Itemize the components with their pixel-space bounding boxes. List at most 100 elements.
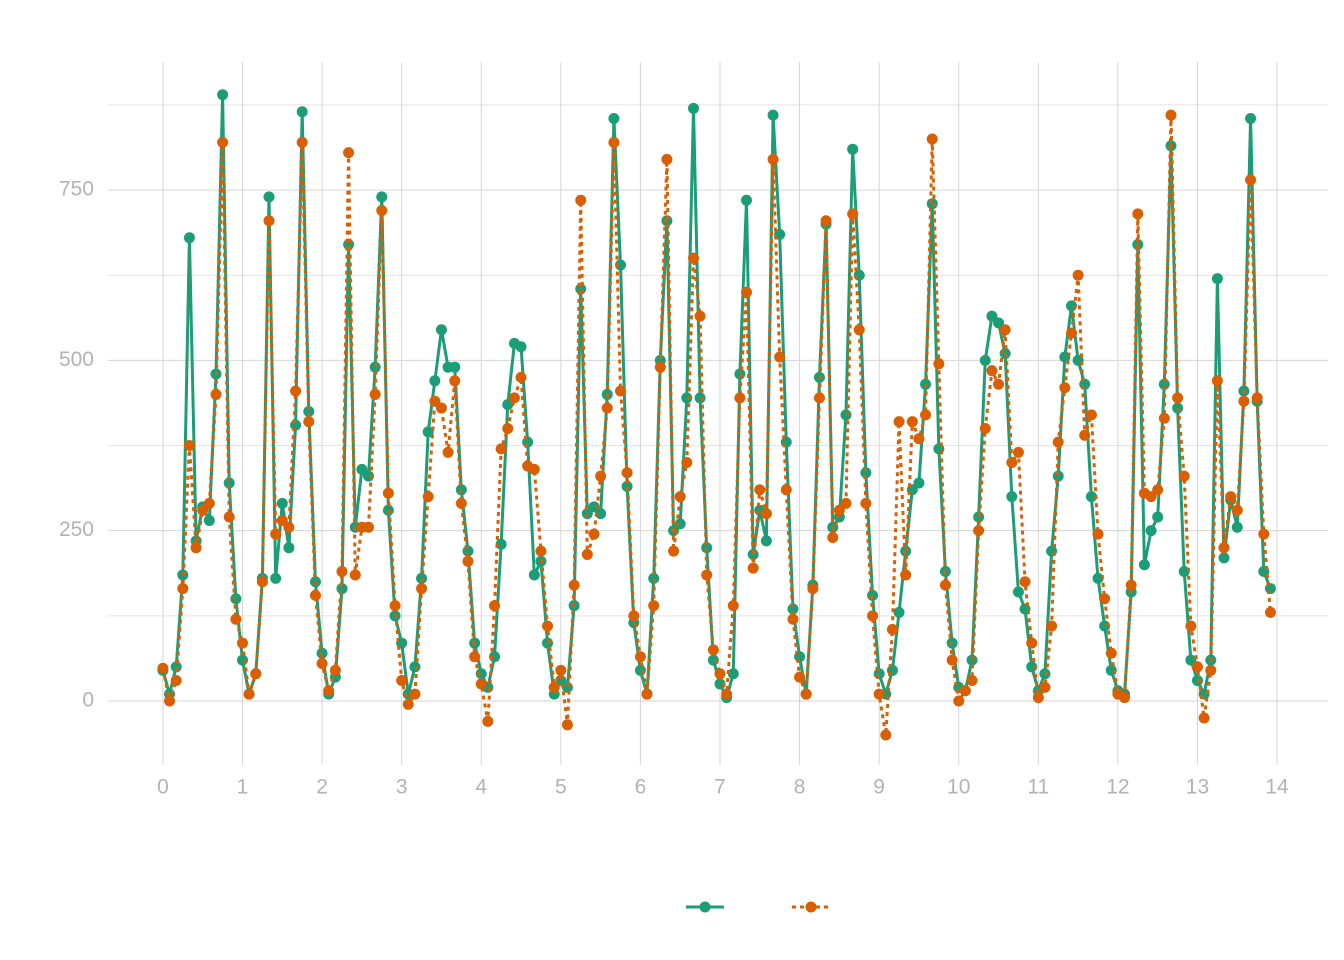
x-tick-label: 3 bbox=[396, 776, 408, 799]
point bbox=[489, 600, 501, 612]
legend-marker bbox=[805, 901, 817, 913]
point bbox=[1198, 712, 1210, 724]
point bbox=[1099, 593, 1111, 605]
point bbox=[303, 405, 315, 417]
point bbox=[270, 528, 282, 540]
x-tick-label: 10 bbox=[947, 776, 970, 799]
x-tick-label: 5 bbox=[555, 776, 567, 799]
point bbox=[183, 232, 195, 244]
point bbox=[1145, 491, 1157, 503]
point bbox=[588, 528, 600, 540]
point bbox=[1105, 647, 1117, 659]
point bbox=[349, 569, 361, 581]
point bbox=[760, 508, 772, 520]
point bbox=[1052, 470, 1064, 482]
point bbox=[528, 569, 540, 581]
point bbox=[668, 545, 680, 557]
point bbox=[475, 668, 487, 680]
point bbox=[628, 610, 640, 622]
point bbox=[906, 416, 918, 428]
point bbox=[714, 668, 726, 680]
point bbox=[1165, 109, 1177, 121]
point bbox=[986, 310, 998, 322]
point bbox=[276, 514, 288, 526]
point bbox=[674, 518, 686, 530]
point bbox=[376, 205, 388, 217]
point bbox=[800, 688, 812, 700]
point bbox=[939, 579, 951, 591]
point bbox=[1032, 692, 1044, 704]
point bbox=[707, 644, 719, 656]
point bbox=[502, 399, 514, 411]
legend-marker bbox=[699, 901, 711, 913]
point bbox=[727, 668, 739, 680]
x-tick-label: 8 bbox=[794, 776, 806, 799]
point bbox=[588, 501, 600, 513]
point bbox=[873, 688, 885, 700]
point bbox=[780, 484, 792, 496]
point bbox=[542, 620, 554, 632]
point bbox=[581, 549, 593, 561]
point bbox=[1059, 382, 1071, 394]
point bbox=[250, 668, 262, 680]
point bbox=[1205, 664, 1217, 676]
point bbox=[886, 623, 898, 635]
x-tick-label: 11 bbox=[1027, 776, 1049, 799]
point bbox=[243, 688, 255, 700]
point bbox=[575, 194, 587, 206]
point bbox=[296, 106, 308, 118]
point bbox=[847, 208, 859, 220]
point bbox=[694, 310, 706, 322]
point bbox=[429, 375, 441, 387]
point bbox=[469, 651, 481, 663]
point bbox=[535, 545, 547, 557]
point bbox=[1218, 542, 1230, 554]
point bbox=[1039, 681, 1051, 693]
point bbox=[694, 392, 706, 404]
point bbox=[641, 688, 653, 700]
point bbox=[157, 662, 169, 674]
point bbox=[1145, 525, 1157, 537]
point bbox=[1225, 491, 1237, 503]
point bbox=[495, 443, 507, 455]
point bbox=[601, 402, 613, 414]
point bbox=[1079, 429, 1091, 441]
point bbox=[422, 426, 434, 438]
point bbox=[382, 487, 394, 499]
point bbox=[926, 133, 938, 145]
point bbox=[223, 511, 235, 523]
point bbox=[827, 531, 839, 543]
point bbox=[435, 324, 447, 336]
point bbox=[1158, 412, 1170, 424]
point bbox=[979, 422, 991, 434]
x-tick-label: 6 bbox=[635, 776, 647, 799]
point bbox=[1085, 409, 1097, 421]
point bbox=[648, 572, 660, 584]
point bbox=[794, 671, 806, 683]
point bbox=[435, 402, 447, 414]
point bbox=[449, 375, 461, 387]
point bbox=[555, 664, 567, 676]
point bbox=[946, 637, 958, 649]
point bbox=[422, 491, 434, 503]
point bbox=[1132, 208, 1144, 220]
point bbox=[369, 361, 381, 373]
point bbox=[933, 358, 945, 370]
y-tick-label: 500 bbox=[59, 348, 94, 371]
point bbox=[336, 566, 348, 578]
point bbox=[913, 477, 925, 489]
point bbox=[654, 361, 666, 373]
point bbox=[402, 698, 414, 710]
point bbox=[1211, 273, 1223, 285]
point bbox=[687, 252, 699, 264]
point bbox=[880, 729, 892, 741]
x-tick-label: 2 bbox=[316, 776, 328, 799]
point bbox=[754, 484, 766, 496]
point bbox=[1012, 586, 1024, 598]
point bbox=[740, 286, 752, 298]
point bbox=[867, 610, 879, 622]
point bbox=[170, 675, 182, 687]
point bbox=[595, 508, 607, 520]
point bbox=[369, 388, 381, 400]
point bbox=[508, 392, 520, 404]
